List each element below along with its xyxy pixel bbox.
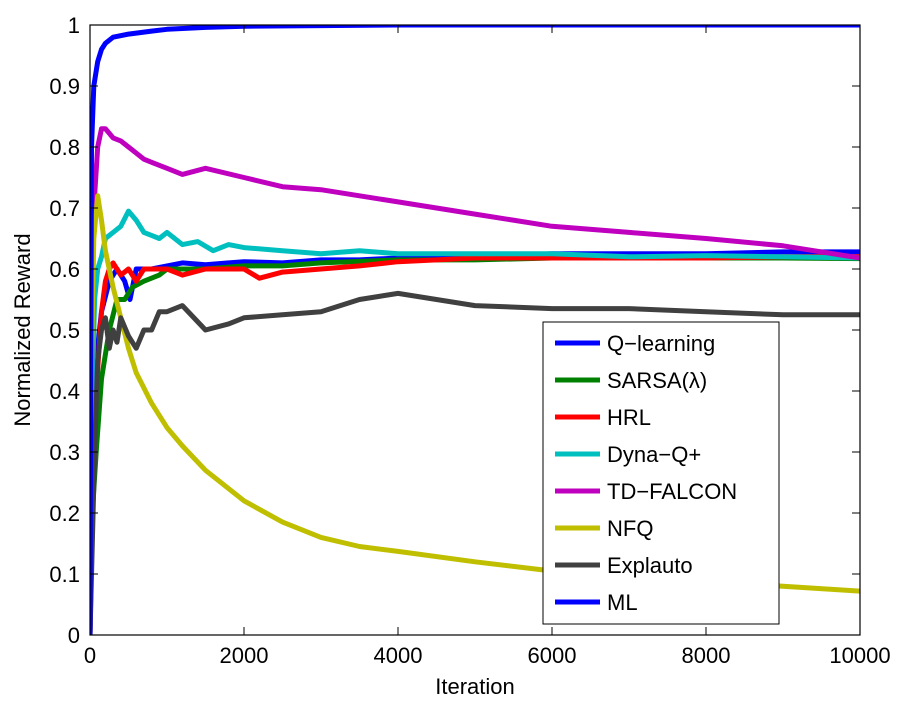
legend-label-4: TD−FALCON — [607, 479, 737, 504]
y-tick-label: 0.7 — [49, 196, 80, 221]
series-line-4 — [90, 126, 860, 635]
ticks-layer: 0 2000 4000 6000 8000 10000 0 0.1 0.2 0.3 0.4 0.5 0.… — [49, 13, 890, 668]
legend-label-1: SARSA(λ) — [607, 368, 707, 393]
y-tick-label: 0.2 — [49, 501, 80, 526]
legend-label-0: Q−learning — [607, 331, 715, 356]
legend: Q−learning SARSA(λ) HRL Dyna−Q+ TD−FALCON NFQ… — [542, 321, 780, 625]
series-line-2 — [90, 254, 860, 635]
y-tick-label: 0.6 — [49, 257, 80, 282]
y-tick-label: 0.9 — [49, 74, 80, 99]
y-tick-label: 0 — [68, 623, 80, 648]
x-tick-label: 4000 — [374, 643, 423, 668]
legend-label-6: Explauto — [607, 553, 693, 578]
y-tick-label: 0.3 — [49, 440, 80, 465]
legend-label-2: HRL — [607, 405, 651, 430]
y-axis-label: Normalized Reward — [10, 233, 35, 426]
series-line-6 — [90, 290, 860, 635]
y-tick-label: 0.1 — [49, 562, 80, 587]
x-tick-label: 8000 — [682, 643, 731, 668]
series-layer — [90, 25, 860, 635]
y-tick-label: 0.5 — [49, 318, 80, 343]
legend-label-5: NFQ — [607, 516, 653, 541]
legend-label-3: Dyna−Q+ — [607, 442, 701, 467]
series-line-7 — [90, 25, 860, 635]
legend-label-7: ML — [607, 590, 638, 615]
x-tick-label: 2000 — [220, 643, 269, 668]
x-tick-label: 6000 — [528, 643, 577, 668]
x-tick-label: 10000 — [829, 643, 890, 668]
y-tick-label: 1 — [68, 13, 80, 38]
x-axis-label: Iteration — [435, 674, 515, 699]
legend-box — [542, 321, 780, 625]
y-tick-label: 0.4 — [49, 379, 80, 404]
y-tick-label: 0.8 — [49, 135, 80, 160]
x-tick-label: 0 — [84, 643, 96, 668]
